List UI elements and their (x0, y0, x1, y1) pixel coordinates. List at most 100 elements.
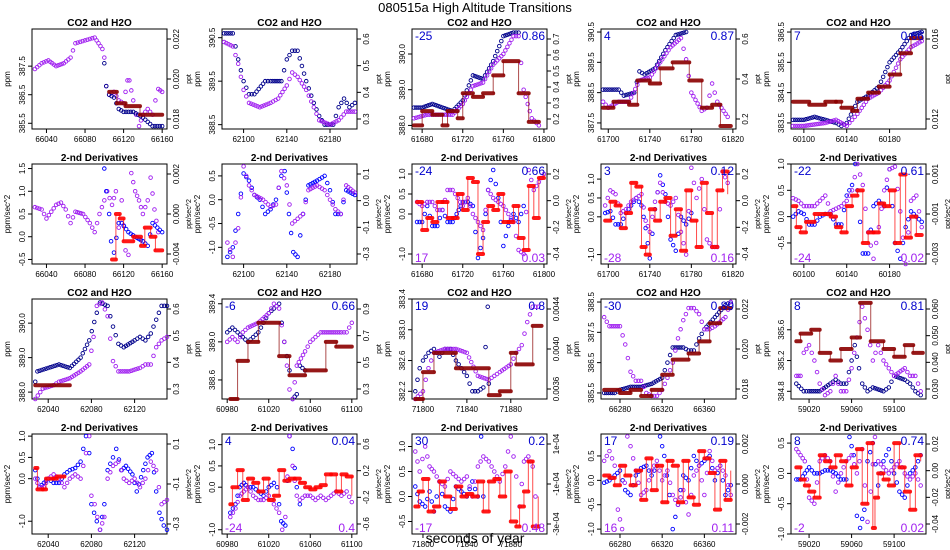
data-point (483, 344, 488, 350)
data-point (844, 381, 849, 386)
data-point (68, 220, 73, 226)
data-point (321, 119, 326, 125)
data-point (145, 334, 151, 340)
y2-tick-label: 0.3 (362, 383, 371, 395)
data-point (87, 36, 93, 42)
y-tick-label: 386.5 (777, 21, 786, 42)
data-point (884, 185, 890, 190)
data-point (428, 102, 433, 107)
data-point (678, 487, 683, 493)
data-point (271, 301, 277, 307)
corr-right-top: 0.12 (711, 164, 735, 178)
data-point (894, 480, 900, 485)
data-point (801, 389, 807, 394)
data-point (466, 83, 472, 88)
data-point (152, 207, 157, 212)
data-point (315, 495, 321, 501)
y-axis-label: ppm/sec^2 (572, 194, 581, 233)
data-point (456, 362, 461, 367)
data-point (333, 211, 338, 217)
data-point (296, 359, 302, 365)
y2-axis-label: ppt (376, 74, 383, 84)
data-point (683, 311, 689, 317)
data-point (865, 251, 871, 256)
data-point (323, 497, 329, 503)
y-tick-label: 1.0 (777, 158, 786, 170)
data-point (227, 337, 233, 342)
data-point (415, 377, 420, 383)
data-point (694, 342, 699, 347)
x-tick-label: 71880 (500, 540, 523, 549)
y2-tick-label: 0.3 (172, 383, 181, 395)
data-point (276, 185, 281, 191)
data-point (425, 454, 430, 459)
data-point (227, 249, 233, 255)
data-point (434, 474, 439, 479)
data-point (808, 389, 814, 394)
data-point (521, 251, 526, 257)
plot-frame (600, 28, 737, 130)
corr-right-top: 0.19 (711, 434, 735, 448)
data-point (157, 123, 163, 129)
data-point (65, 376, 70, 382)
series-co2 (32, 433, 170, 532)
data-point (482, 375, 487, 381)
x-tick-label: 62040 (37, 405, 60, 414)
data-point (276, 301, 282, 307)
data-point (678, 327, 683, 332)
data-point (434, 103, 439, 108)
data-point (918, 389, 923, 394)
y2-tick-label: 0.1 (172, 438, 181, 450)
data-point (352, 192, 358, 198)
data-point (474, 82, 480, 87)
data-point (130, 179, 136, 185)
data-point (257, 105, 263, 110)
corr-left-top: -25 (415, 29, 433, 43)
data-point (526, 167, 531, 173)
data-point (286, 211, 292, 217)
data-point (609, 87, 615, 92)
data-point (806, 389, 812, 394)
data-point (458, 348, 463, 353)
data-point (681, 46, 686, 51)
data-point (63, 364, 68, 369)
data-point (478, 245, 483, 251)
data-point (85, 217, 90, 223)
y2-tick-label: 0.2 (741, 113, 750, 125)
data-point (39, 367, 44, 373)
data-point (878, 79, 884, 84)
data-point (244, 85, 249, 90)
data-point (908, 209, 914, 214)
data-point (90, 225, 95, 230)
data-point (422, 113, 428, 118)
series-ref (413, 459, 541, 529)
data-point (253, 103, 258, 108)
data-point (152, 223, 158, 228)
data-point (683, 252, 689, 257)
data-point (269, 482, 274, 488)
data-point (854, 471, 860, 476)
data-point (906, 217, 911, 222)
data-point (681, 240, 686, 246)
y-tick-label: -0.5 (587, 497, 596, 511)
data-point (654, 393, 660, 399)
data-point (836, 480, 841, 485)
data-point (485, 304, 490, 309)
data-point (414, 219, 420, 225)
data-point (129, 478, 135, 484)
data-point (868, 489, 873, 494)
y-tick-label: 385.5 (18, 113, 27, 134)
y2-tick-label: 0.022 (172, 28, 181, 49)
data-point (287, 76, 292, 82)
data-point (630, 90, 636, 96)
data-point (808, 122, 813, 128)
data-point (915, 477, 921, 482)
data-point (52, 363, 57, 369)
y-tick-label: 1.0 (398, 440, 407, 452)
data-point (150, 123, 155, 129)
y-tick-label: 388.5 (587, 291, 596, 312)
data-point (613, 222, 618, 227)
data-point (507, 31, 512, 37)
